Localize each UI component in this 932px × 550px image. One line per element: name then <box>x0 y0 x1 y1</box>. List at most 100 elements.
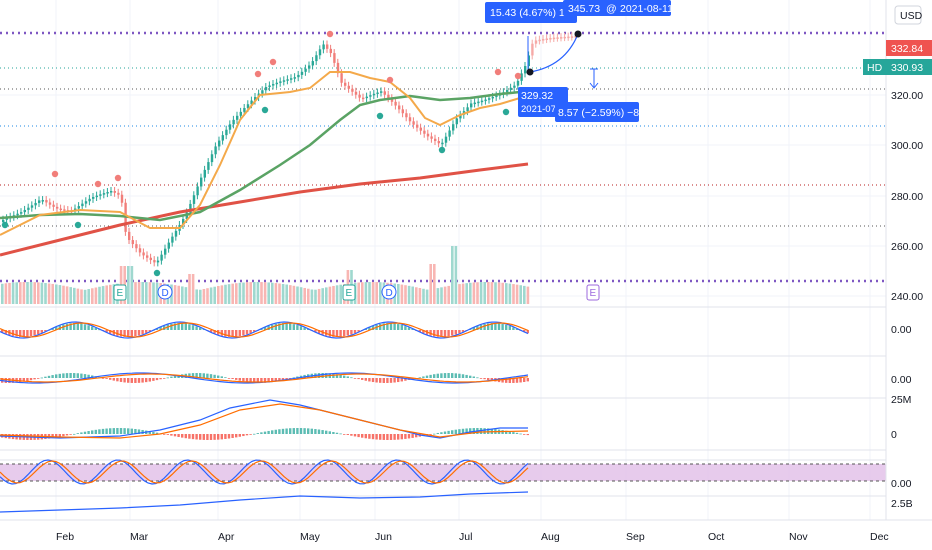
volume-bar <box>483 282 486 304</box>
osc2-hist-bar <box>335 374 339 378</box>
measure-start-point[interactable] <box>526 68 534 76</box>
measure-tool[interactable]: 15.43 (4.67%) 154 345.73 @ 2021-08-11 32… <box>485 0 673 122</box>
candle-body <box>290 78 293 80</box>
candle-body <box>5 218 8 220</box>
candle-body <box>311 61 314 66</box>
osc2-hist-bar <box>213 374 216 378</box>
candle-body <box>322 44 325 50</box>
candle-body <box>200 177 203 187</box>
volume-bar <box>209 287 213 304</box>
osc1-hist-bar <box>317 330 321 334</box>
osc1-hist-bar <box>368 327 371 330</box>
measure-end-point[interactable] <box>574 30 582 38</box>
osc1-hist-bar <box>213 330 216 334</box>
osc1-hist-bar <box>83 324 87 330</box>
candle-body <box>545 38 548 40</box>
earnings-marker-upcoming[interactable]: E <box>586 284 600 301</box>
osc3-hist-bar <box>65 434 69 436</box>
price-tick: 280.00 <box>891 191 923 203</box>
volume-bar <box>440 287 443 304</box>
candle-body <box>286 79 289 81</box>
osc2-hist-bar <box>119 378 123 382</box>
price-axis[interactable]: USD 332.84 HD 330.93 320.00 300.00 280.0… <box>863 0 932 520</box>
measure-up-change-text: 15.43 (4.67%) 154 <box>490 7 577 19</box>
candle-body <box>138 248 142 253</box>
candle-body <box>207 162 210 170</box>
marker-letter: E <box>346 288 353 299</box>
candle-body <box>246 104 250 109</box>
osc2-hist-bar <box>253 378 256 383</box>
osc1-line-b <box>0 322 529 338</box>
volume-bar <box>292 285 296 304</box>
osc3-hist-bar <box>371 434 375 440</box>
price-candles[interactable] <box>2 32 577 267</box>
osc2-hist-bar <box>271 378 274 383</box>
volume-bar <box>310 289 314 304</box>
volume-bar <box>407 285 411 304</box>
osc3-hist-bar <box>202 434 205 440</box>
osc3-hist-bar <box>188 434 191 439</box>
osc1-hist-bar <box>51 328 54 330</box>
volume-bar <box>177 285 180 304</box>
osc3-hist-bar <box>69 434 72 435</box>
osc3-hist-bar <box>443 431 447 434</box>
osc3-hist-bar <box>98 429 101 434</box>
candle-body <box>153 260 156 263</box>
candle-body <box>174 230 178 237</box>
osc1-hist-bar <box>105 330 108 333</box>
osc1-hist-bar <box>202 329 205 331</box>
reference-lines <box>0 31 886 283</box>
dividend-marker[interactable]: D <box>381 284 397 300</box>
osc1-hist-bar <box>433 330 436 337</box>
osc1-hist-bar <box>159 327 162 330</box>
osc1-hist-bar <box>227 330 231 337</box>
signal-dot <box>94 180 102 188</box>
volume-bar <box>299 287 303 304</box>
osc2-hist-bar <box>260 378 263 383</box>
dividend-marker[interactable]: D <box>157 284 173 300</box>
osc1-hist-bar <box>26 330 29 337</box>
osc2-hist-bar <box>285 378 288 380</box>
candle-body <box>182 218 185 225</box>
volume-bar <box>101 286 105 304</box>
volume-bar <box>325 287 328 304</box>
volume-bar <box>33 282 36 304</box>
volume-bar <box>231 283 234 304</box>
ma-mid-line <box>0 90 521 222</box>
osc2-hist-bar <box>332 373 335 378</box>
osc2-hist-bar <box>101 378 105 379</box>
candle-body <box>221 135 224 141</box>
earnings-marker[interactable]: E <box>342 284 356 301</box>
candle-body <box>333 53 336 63</box>
candle-body <box>531 43 534 56</box>
signal-dot <box>114 174 122 182</box>
osc2-hist-bar <box>188 373 191 378</box>
ma-fast-line <box>0 71 521 236</box>
candle-body <box>527 55 530 67</box>
osc3-hist-bar <box>163 434 166 435</box>
osc1-hist-bar <box>199 327 202 330</box>
volume-bar <box>173 285 177 304</box>
price-tick: 300.00 <box>891 140 923 152</box>
volume-bar <box>526 286 530 304</box>
candle-body <box>336 62 340 74</box>
osc1-hist-bar <box>371 325 375 330</box>
osc2-hist-bar <box>469 375 472 378</box>
osc1-hist-bar <box>451 330 454 336</box>
osc1-hist-bar <box>515 328 519 330</box>
volume-bar <box>15 282 18 304</box>
time-axis[interactable]: Feb Mar Apr May Jun Jul Aug Sep Oct Nov … <box>0 519 932 543</box>
osc2-hist-bar <box>425 375 429 378</box>
osc1-hist-bar <box>389 323 393 330</box>
osc3-hist-bar <box>519 433 522 435</box>
osc2-hist-bar <box>490 378 493 381</box>
volume-bar <box>307 288 310 304</box>
osc1-hist-bar <box>454 330 457 335</box>
osc1-hist-bar <box>177 323 180 330</box>
osc1-hist-bar <box>332 330 335 337</box>
earnings-marker[interactable]: E <box>113 284 127 301</box>
osc2-hist-bar <box>109 378 112 380</box>
currency-button[interactable] <box>894 5 922 25</box>
